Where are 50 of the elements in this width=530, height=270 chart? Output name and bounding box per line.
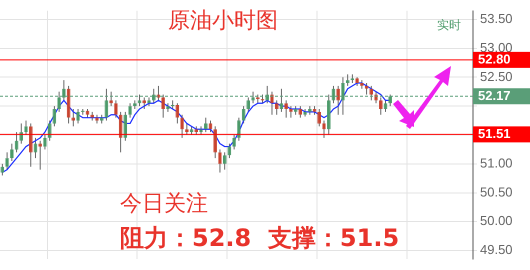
candlestick (38, 140, 42, 170)
candlestick (0, 163, 4, 176)
candlestick (246, 96, 250, 112)
annotation: 今日关注 (120, 192, 208, 217)
candlestick (298, 106, 302, 118)
y-tick-label: 52.50 (480, 68, 513, 84)
candlestick (388, 94, 392, 107)
candlestick (185, 122, 189, 136)
candlestick (370, 85, 374, 101)
candlestick (318, 108, 322, 127)
candlestick (284, 100, 288, 118)
y-tick-label: 50.50 (480, 184, 513, 200)
y-tick-label: 53.50 (480, 11, 513, 26)
candlestick (378, 96, 383, 116)
candlestick (118, 111, 122, 153)
y-tick-label: 49.50 (480, 242, 513, 258)
candlestick (152, 88, 156, 104)
candlestick (10, 143, 14, 162)
text: 实时 (437, 18, 461, 32)
annotation: 阻力：52.8 支撑：51.5 (120, 224, 400, 252)
candlestick (180, 114, 184, 138)
candlestick (161, 94, 165, 118)
y-tick-label: 51.00 (480, 155, 513, 170)
candlestick (109, 91, 113, 107)
candlestick (222, 152, 226, 170)
candlestick (204, 117, 208, 133)
candlestick (346, 74, 350, 86)
ref-line-label: 51.51 (478, 126, 511, 141)
candlestick (48, 120, 52, 142)
candlestick (72, 108, 76, 127)
candlestick (57, 91, 61, 112)
candlestick (62, 80, 66, 101)
candlestick (5, 152, 9, 170)
candlestick (237, 117, 241, 142)
candlestick (213, 126, 217, 159)
chart-title: 原油小时图 (168, 8, 278, 34)
candlestick (124, 111, 128, 142)
candlestick (142, 96, 146, 110)
candlestick (228, 143, 232, 159)
candlestick (52, 106, 56, 127)
y-tick-label: 50.00 (480, 213, 513, 228)
candlestick (289, 106, 293, 118)
candlestick (114, 100, 118, 118)
candlestick (242, 106, 246, 124)
candlestick (232, 134, 236, 150)
candlestick (274, 100, 278, 116)
ref-line-label: 52.17 (478, 88, 511, 103)
candlestick (20, 122, 24, 144)
candlestick (336, 85, 340, 116)
candlestick (176, 102, 180, 124)
